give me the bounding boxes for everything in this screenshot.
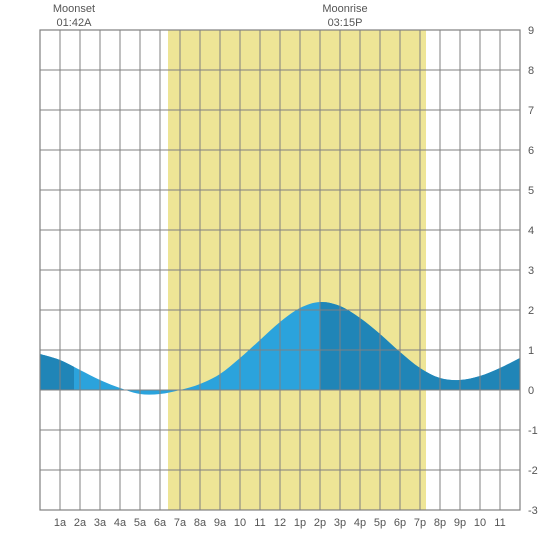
x-tick-label: 9p [454, 517, 466, 529]
x-tick-label: 4a [114, 517, 127, 529]
moonrise-time: 03:15P [328, 17, 363, 29]
x-tick-label: 1a [54, 517, 67, 529]
x-tick-label: 10 [234, 517, 246, 529]
x-tick-label: 8a [194, 517, 207, 529]
y-tick-label: -1 [528, 425, 538, 437]
moonrise-label: Moonrise [322, 3, 367, 15]
y-tick-label: 6 [528, 145, 534, 157]
y-tick-label: 9 [528, 25, 534, 37]
moonrise-annotation: Moonrise 03:15P [322, 2, 367, 31]
x-tick-label: 9a [214, 517, 227, 529]
x-tick-label: 2a [74, 517, 87, 529]
x-tick-label: 4p [354, 517, 366, 529]
y-tick-label: 5 [528, 185, 534, 197]
y-tick-label: 8 [528, 65, 534, 77]
x-tick-label: 10 [474, 517, 486, 529]
x-tick-label: 8p [434, 517, 446, 529]
x-tick-label: 2p [314, 517, 326, 529]
x-tick-label: 7a [174, 517, 187, 529]
x-tick-label: 5a [134, 517, 147, 529]
y-tick-label: -3 [528, 505, 538, 517]
tide-chart: Moonset 01:42A Moonrise 03:15P -3-2-1012… [0, 0, 550, 550]
x-tick-label: 7p [414, 517, 426, 529]
x-tick-label: 3a [94, 517, 107, 529]
y-tick-label: 0 [528, 385, 534, 397]
moonset-time: 01:42A [57, 17, 92, 29]
x-tick-label: 6p [394, 517, 406, 529]
moonset-annotation: Moonset 01:42A [53, 2, 95, 31]
y-tick-label: 7 [528, 105, 534, 117]
x-tick-label: 12 [274, 517, 286, 529]
x-tick-label: 11 [254, 517, 265, 529]
y-tick-label: 1 [528, 345, 534, 357]
x-tick-label: 5p [374, 517, 386, 529]
x-tick-label: 1p [294, 517, 306, 529]
x-tick-label: 3p [334, 517, 346, 529]
chart-svg: -3-2-101234567891a2a3a4a5a6a7a8a9a101112… [0, 0, 550, 550]
y-tick-label: 3 [528, 265, 534, 277]
y-tick-label: -2 [528, 465, 538, 477]
y-tick-label: 2 [528, 305, 534, 317]
y-tick-label: 4 [528, 225, 534, 237]
moonset-label: Moonset [53, 3, 95, 15]
x-tick-label: 6a [154, 517, 167, 529]
x-tick-label: 11 [494, 517, 505, 529]
